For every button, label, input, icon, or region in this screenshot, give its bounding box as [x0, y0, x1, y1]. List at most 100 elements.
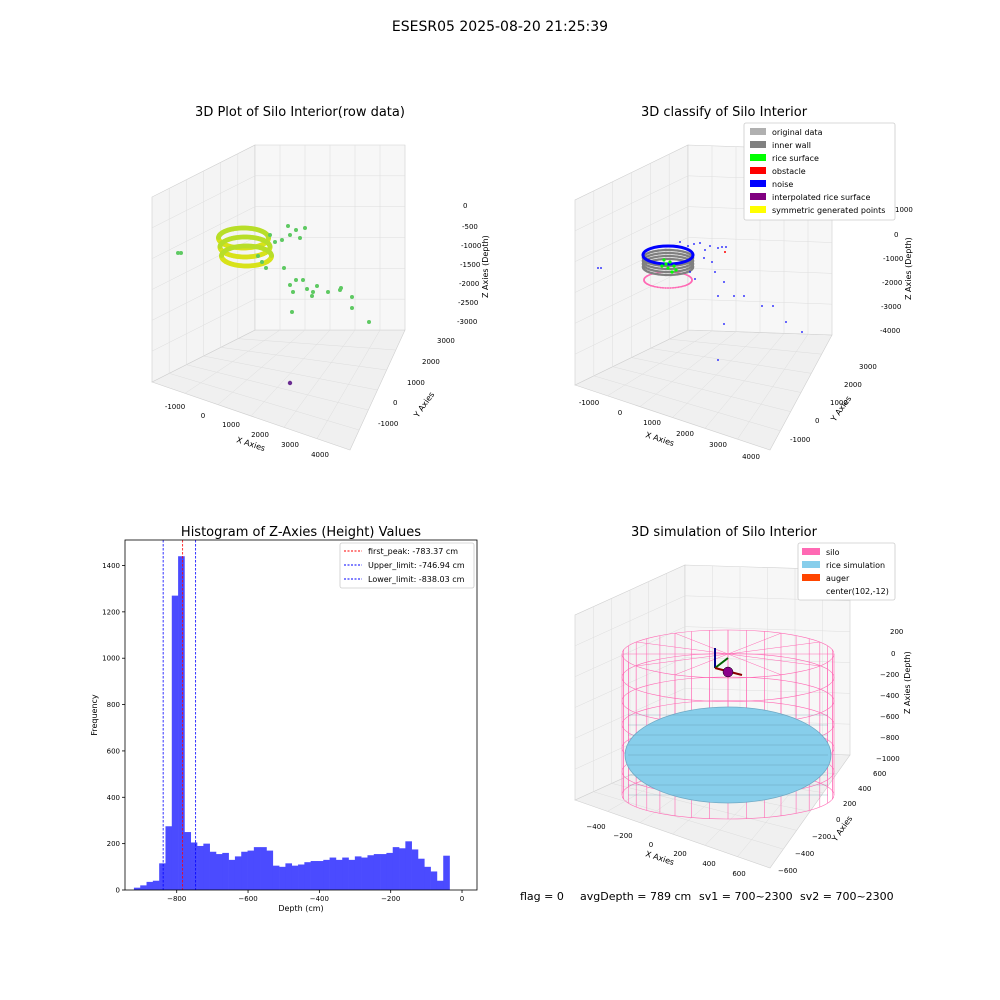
panel1-y-tick: 1000 — [407, 379, 425, 387]
panel1-z-tick: -500 — [462, 223, 478, 231]
panel4-y-tick: −400 — [795, 850, 814, 858]
histogram-bar — [133, 887, 141, 890]
histogram-y-tick-label: 800 — [107, 701, 120, 709]
class-point — [676, 286, 678, 289]
histogram-bar — [279, 866, 286, 890]
class-point — [680, 285, 683, 288]
panel4-x-tick: 600 — [732, 870, 745, 878]
raw-point — [273, 240, 277, 244]
legend-swatch — [750, 141, 766, 148]
panel1-x-tick: 3000 — [281, 441, 299, 449]
histogram-bar — [399, 848, 406, 890]
raw-point — [350, 295, 354, 299]
histogram-y-tick-label: 0 — [116, 887, 120, 895]
panel4-y-tick: 400 — [858, 785, 871, 793]
class-point — [733, 295, 735, 297]
panel2-legend-frame — [743, 122, 896, 221]
class-point — [662, 258, 666, 262]
histogram-x-tick-label: −800 — [167, 895, 186, 903]
class-point — [600, 267, 602, 269]
panel4-z-label: Z Axies (Depth) — [903, 651, 912, 714]
histogram-bar — [392, 847, 400, 890]
histogram-legend: first_peak: -783.37 cm Upper_limit: -746… — [339, 542, 475, 589]
figure-suptitle: ESESR05 2025-08-20 21:25:39 — [392, 19, 608, 35]
panel2-legend: original data inner wall rice surface ob… — [743, 122, 896, 221]
class-point — [743, 295, 745, 297]
panel1-z-tick: -1000 — [461, 242, 481, 250]
panel2-z-tick: -3000 — [881, 303, 901, 311]
panel2-x-tick: 2000 — [676, 430, 694, 438]
panel1-y-ticks: -1000 0 1000 2000 3000 — [378, 337, 455, 428]
panel1-y-tick: 3000 — [437, 337, 455, 345]
histogram-bar — [272, 865, 280, 890]
histogram-bar — [405, 841, 412, 890]
histogram-bar — [165, 826, 173, 890]
histogram-bar — [335, 859, 343, 890]
panel2-x-ticks: -1000 0 1000 2000 3000 4000 — [579, 399, 760, 461]
class-point — [761, 305, 763, 307]
raw-point — [282, 266, 286, 270]
class-point — [723, 323, 725, 325]
panel1-grid-line — [151, 175, 256, 229]
class-point — [660, 264, 664, 268]
histogram-x-label: Depth (cm) — [278, 904, 323, 913]
histogram-x-tick-label: −400 — [310, 895, 329, 903]
class-point — [653, 285, 656, 288]
histogram-bar — [348, 859, 356, 890]
class-point — [689, 271, 691, 273]
legend-label: Upper_limit: -746.94 cm — [368, 561, 465, 570]
histogram-bar — [222, 852, 229, 890]
legend-label: rice surface — [772, 154, 819, 163]
legend-label: noise — [772, 180, 793, 189]
panel4-z-tick: −400 — [880, 692, 899, 700]
histogram-bar — [436, 880, 444, 890]
histogram-bar — [443, 855, 450, 890]
legend-swatch — [750, 154, 766, 161]
panel1-grid-line — [237, 338, 396, 351]
legend-swatch — [802, 574, 820, 581]
raw-point — [367, 320, 371, 324]
panel4-x-tick: −200 — [613, 832, 632, 840]
legend-label: Lower_limit: -838.03 cm — [368, 575, 465, 584]
raw-point — [305, 287, 309, 291]
histogram-bar — [323, 859, 330, 890]
histogram-x-tick-label: −600 — [238, 895, 257, 903]
class-point — [711, 261, 713, 263]
histogram-y-tick-label: 1400 — [102, 562, 120, 570]
class-point — [671, 287, 674, 289]
panel4-y-tick: −200 — [812, 833, 831, 841]
panel4-x-tick: −400 — [586, 823, 605, 831]
class-point — [669, 287, 672, 289]
silo-wireframe-line — [727, 641, 820, 655]
class-point — [725, 246, 727, 248]
silo-wireframe-line — [636, 641, 729, 655]
panel2-x-tick: 1000 — [643, 419, 661, 427]
class-point — [717, 295, 719, 297]
legend-swatch — [802, 561, 820, 568]
histogram-bar — [159, 863, 166, 890]
histogram-y-tick-label: 400 — [107, 794, 120, 802]
panel1-z-ticks: 0 -500 -1000 -1500 -2000 -2500 -3000 — [457, 202, 481, 326]
class-point — [687, 245, 689, 247]
class-point — [664, 287, 667, 289]
raw-point — [290, 310, 294, 314]
raw-point — [269, 253, 274, 258]
panel2-y-tick: 1000 — [830, 399, 848, 407]
raw-point — [287, 380, 293, 386]
panel4-z-tick: 200 — [890, 628, 903, 636]
panel1-z-label: Z Axies (Depth) — [481, 235, 490, 298]
histogram-bar — [171, 595, 179, 890]
legend-swatch — [750, 128, 766, 135]
legend-label: obstacle — [772, 167, 806, 176]
class-point — [694, 278, 696, 280]
histogram-bar — [234, 856, 242, 890]
panel2-z-tick: 1000 — [895, 206, 913, 214]
noise-ring — [641, 244, 695, 266]
panel4-x-tick: 200 — [673, 850, 686, 858]
class-point — [801, 331, 803, 333]
histogram-bar — [367, 855, 375, 890]
silo-wireframe-line — [727, 632, 782, 655]
class-point — [679, 241, 681, 243]
class-point — [714, 271, 716, 273]
raw-point — [301, 278, 305, 282]
